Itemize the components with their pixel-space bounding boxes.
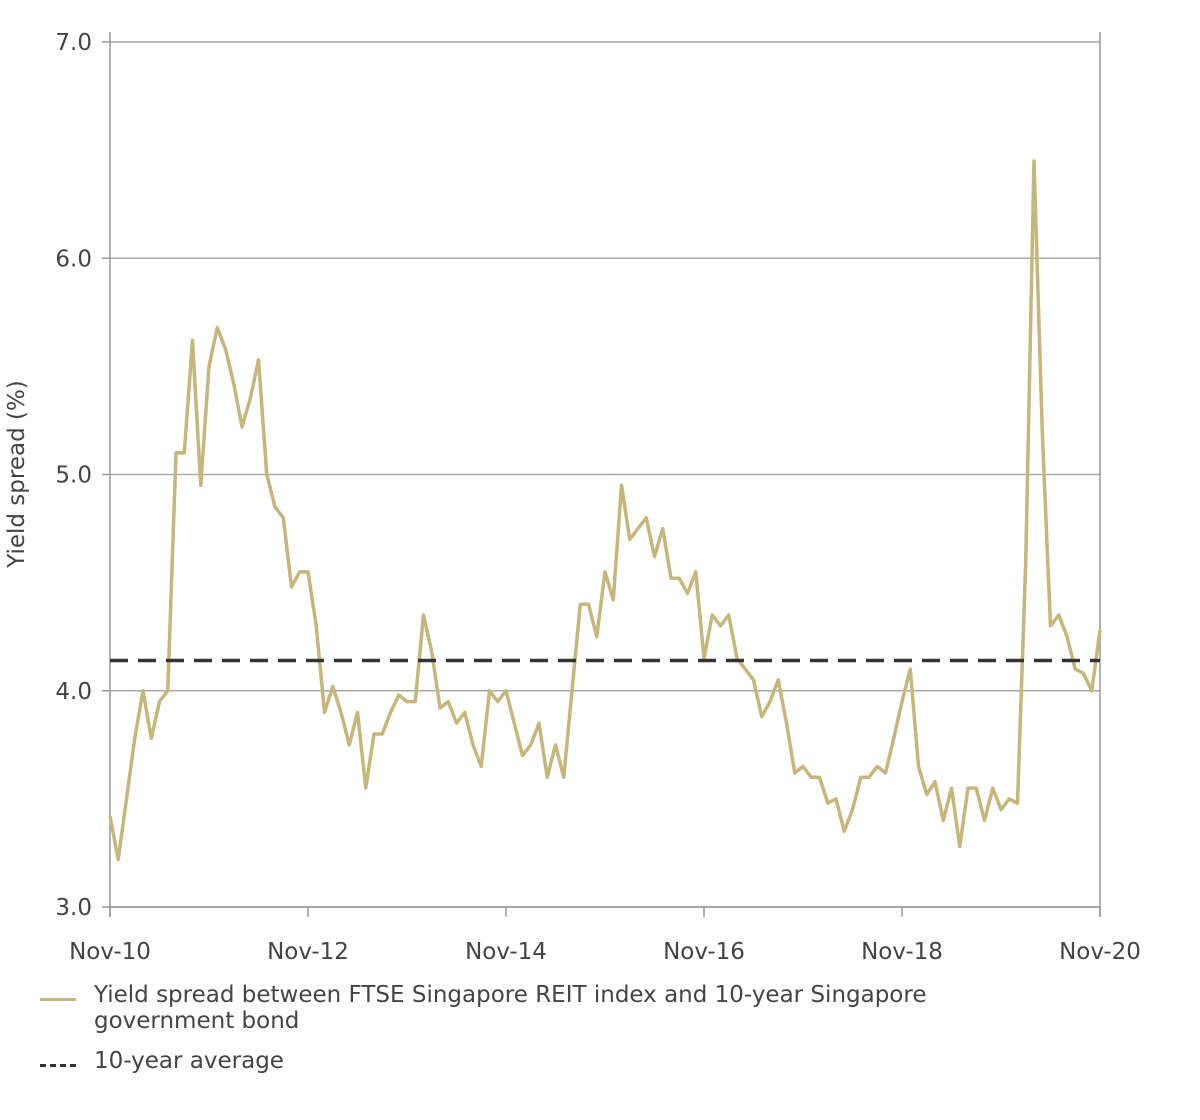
x-tick-label: Nov-14	[465, 939, 547, 965]
legend-item: Yield spread between FTSE Singapore REIT…	[40, 982, 1040, 1034]
series-line	[108, 159, 1102, 862]
y-tick-label: 6.0	[55, 246, 92, 272]
y-axis-label: Yield spread (%)	[4, 380, 30, 569]
x-tick-label: Nov-12	[267, 939, 349, 965]
y-tick-label: 5.0	[55, 463, 92, 489]
legend-swatch	[40, 998, 76, 1001]
legend-label: 10-year average	[94, 1048, 284, 1074]
x-tick-label: Nov-10	[69, 939, 151, 965]
legend-item: 10-year average	[40, 1048, 1040, 1074]
legend-label: Yield spread between FTSE Singapore REIT…	[94, 982, 927, 1034]
x-tick-label: Nov-20	[1059, 939, 1141, 965]
legend-swatch	[40, 1064, 76, 1067]
y-tick-label: 3.0	[55, 895, 92, 921]
chart: Yield spread (%) 3.0 4.0 5.0 6.0 7.0 Nov-10 No…	[4, 30, 1141, 965]
x-tick-label: Nov-18	[861, 939, 943, 965]
legend: Yield spread between FTSE Singapore REIT…	[40, 982, 1040, 1088]
y-tick-label: 7.0	[55, 30, 92, 56]
y-tick-label: 4.0	[55, 679, 92, 705]
x-tick-label: Nov-16	[663, 939, 745, 965]
